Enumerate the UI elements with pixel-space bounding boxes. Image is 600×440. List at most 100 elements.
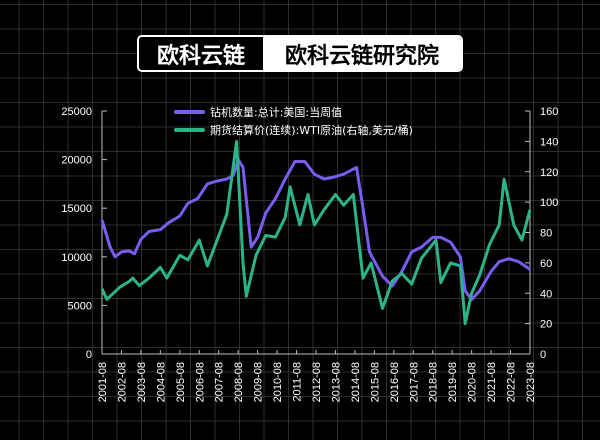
data-point-0 <box>284 178 286 180</box>
data-point-1 <box>420 257 422 259</box>
right-tick-label: 80 <box>540 228 552 240</box>
data-point-0 <box>159 229 161 231</box>
data-point-1 <box>440 282 442 284</box>
data-point-0 <box>140 238 142 240</box>
data-point-0 <box>411 251 413 253</box>
data-point-1 <box>498 224 500 226</box>
x-tick-label: 2004-08 <box>155 362 167 402</box>
data-point-0 <box>464 290 466 292</box>
data-point-0 <box>197 197 199 199</box>
left-tick-label: 10000 <box>61 252 92 264</box>
data-point-0 <box>101 219 103 221</box>
data-point-1 <box>284 216 286 218</box>
data-point-1 <box>101 288 103 290</box>
x-tick-label: 2007-08 <box>214 362 226 402</box>
data-point-0 <box>490 270 492 272</box>
data-point-1 <box>503 178 505 180</box>
data-point-0 <box>187 202 189 204</box>
data-point-0 <box>129 250 131 252</box>
data-point-0 <box>133 253 135 255</box>
left-tick-label: 0 <box>86 349 92 361</box>
data-point-0 <box>498 261 500 263</box>
data-point-1 <box>179 254 181 256</box>
data-point-1 <box>362 277 364 279</box>
data-point-0 <box>459 256 461 258</box>
data-point-0 <box>226 178 228 180</box>
x-tick-label: 2021-08 <box>486 362 498 402</box>
data-point-0 <box>450 241 452 243</box>
x-tick-label: 2018-08 <box>428 362 440 402</box>
data-point-0 <box>381 275 383 277</box>
data-point-1 <box>226 213 228 215</box>
data-point-0 <box>114 256 116 258</box>
data-point-0 <box>167 222 169 224</box>
left-tick-label: 15000 <box>61 203 92 215</box>
data-point-1 <box>106 298 108 300</box>
x-tick-label: 2016-08 <box>389 362 401 402</box>
data-point-1 <box>236 140 238 142</box>
left-tick-label: 5000 <box>68 300 92 312</box>
legend-label-1: 期货结算价(连续):WTI原油(右轴,美元/桶) <box>210 123 413 137</box>
data-point-1 <box>464 323 466 325</box>
data-point-0 <box>179 215 181 217</box>
data-point-1 <box>198 239 200 241</box>
data-point-0 <box>274 197 276 199</box>
data-point-0 <box>518 261 520 263</box>
data-point-0 <box>265 212 267 214</box>
data-point-0 <box>148 231 150 233</box>
series-line-1 <box>100 139 532 326</box>
data-point-1 <box>513 224 515 226</box>
data-point-0 <box>420 246 422 248</box>
data-point-1 <box>529 209 531 211</box>
x-tick-label: 2005-08 <box>175 362 187 402</box>
x-tick-label: 2010-08 <box>272 362 284 402</box>
data-point-0 <box>343 173 345 175</box>
data-point-1 <box>245 295 247 297</box>
right-tick-label: 0 <box>540 349 546 361</box>
data-point-1 <box>255 254 257 256</box>
right-tick-label: 140 <box>540 136 558 148</box>
right-tick-label: 100 <box>540 197 558 209</box>
data-point-0 <box>109 246 111 248</box>
data-point-1 <box>450 262 452 264</box>
data-point-0 <box>362 207 364 209</box>
data-point-0 <box>401 270 403 272</box>
right-tick-label: 120 <box>540 167 558 179</box>
data-point-0 <box>432 236 434 238</box>
data-point-0 <box>440 236 442 238</box>
data-point-1 <box>323 209 325 211</box>
series-line-0 <box>100 158 531 302</box>
data-point-1 <box>119 286 121 288</box>
x-tick-label: 2011-08 <box>292 362 304 402</box>
data-point-0 <box>257 236 259 238</box>
data-point-1 <box>206 265 208 267</box>
data-point-0 <box>304 161 306 163</box>
data-point-1 <box>166 277 168 279</box>
data-point-1 <box>352 194 354 196</box>
data-point-1 <box>479 274 481 276</box>
x-tick-label: 2019-08 <box>447 362 459 402</box>
data-point-1 <box>459 265 461 267</box>
data-point-1 <box>307 194 309 196</box>
data-point-1 <box>138 285 140 287</box>
x-tick-label: 2006-08 <box>194 362 206 402</box>
x-tick-label: 2012-08 <box>311 362 323 402</box>
x-tick-label: 2008-08 <box>233 362 245 402</box>
x-tick-label: 2023-08 <box>525 362 537 402</box>
data-point-1 <box>112 292 114 294</box>
data-point-0 <box>206 183 208 185</box>
data-point-1 <box>381 307 383 309</box>
data-point-0 <box>356 166 358 168</box>
data-point-0 <box>369 251 370 253</box>
data-point-0 <box>294 161 296 163</box>
data-point-1 <box>129 280 131 282</box>
data-point-0 <box>216 180 218 182</box>
data-point-1 <box>401 273 403 275</box>
x-tick-label: 2014-08 <box>350 362 362 402</box>
data-point-0 <box>333 176 335 178</box>
data-point-1 <box>274 236 276 238</box>
right-tick-label: 160 <box>540 106 558 118</box>
data-point-0 <box>323 178 325 180</box>
data-point-1 <box>370 262 372 264</box>
